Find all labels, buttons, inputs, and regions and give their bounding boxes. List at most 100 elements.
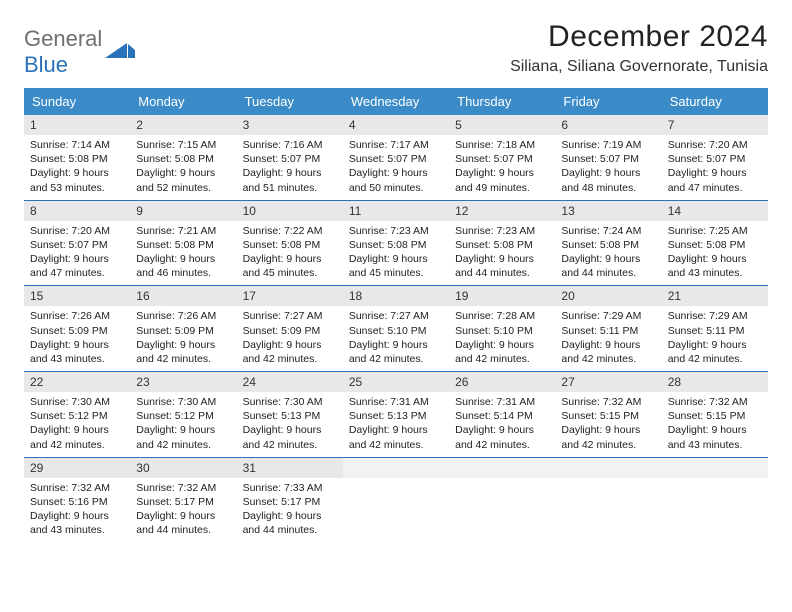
day-cell: 12Sunrise: 7:23 AMSunset: 5:08 PMDayligh… [449,201,555,286]
day-body: Sunrise: 7:33 AMSunset: 5:17 PMDaylight:… [237,478,343,543]
day-body: Sunrise: 7:27 AMSunset: 5:09 PMDaylight:… [237,306,343,371]
day-cell: 30Sunrise: 7:32 AMSunset: 5:17 PMDayligh… [130,458,236,543]
weekday-header-cell: Sunday [24,88,130,115]
day-cell: 7Sunrise: 7:20 AMSunset: 5:07 PMDaylight… [662,115,768,200]
day-number: 9 [130,201,236,221]
day-number: 19 [449,286,555,306]
day-number: 21 [662,286,768,306]
day-number: 24 [237,372,343,392]
day-body: Sunrise: 7:31 AMSunset: 5:13 PMDaylight:… [343,392,449,457]
day-cell: 8Sunrise: 7:20 AMSunset: 5:07 PMDaylight… [24,201,130,286]
day-number: 30 [130,458,236,478]
weekday-header-cell: Friday [555,88,661,115]
day-number: 15 [24,286,130,306]
day-body: Sunrise: 7:20 AMSunset: 5:07 PMDaylight:… [24,221,130,286]
day-number: 11 [343,201,449,221]
day-number: 7 [662,115,768,135]
day-number: 18 [343,286,449,306]
day-body: Sunrise: 7:29 AMSunset: 5:11 PMDaylight:… [662,306,768,371]
week-row: 8Sunrise: 7:20 AMSunset: 5:07 PMDaylight… [24,201,768,287]
week-row: 15Sunrise: 7:26 AMSunset: 5:09 PMDayligh… [24,286,768,372]
week-row: 22Sunrise: 7:30 AMSunset: 5:12 PMDayligh… [24,372,768,458]
day-cell: 15Sunrise: 7:26 AMSunset: 5:09 PMDayligh… [24,286,130,371]
week-row: 1Sunrise: 7:14 AMSunset: 5:08 PMDaylight… [24,115,768,201]
day-number: 13 [555,201,661,221]
day-cell: 10Sunrise: 7:22 AMSunset: 5:08 PMDayligh… [237,201,343,286]
day-number: 6 [555,115,661,135]
day-body: Sunrise: 7:30 AMSunset: 5:13 PMDaylight:… [237,392,343,457]
day-body: Sunrise: 7:27 AMSunset: 5:10 PMDaylight:… [343,306,449,371]
day-cell: 13Sunrise: 7:24 AMSunset: 5:08 PMDayligh… [555,201,661,286]
day-number: 10 [237,201,343,221]
day-body: Sunrise: 7:25 AMSunset: 5:08 PMDaylight:… [662,221,768,286]
day-body: Sunrise: 7:32 AMSunset: 5:15 PMDaylight:… [555,392,661,457]
day-body: Sunrise: 7:19 AMSunset: 5:07 PMDaylight:… [555,135,661,200]
day-cell: 1Sunrise: 7:14 AMSunset: 5:08 PMDaylight… [24,115,130,200]
day-cell: 6Sunrise: 7:19 AMSunset: 5:07 PMDaylight… [555,115,661,200]
day-body: Sunrise: 7:29 AMSunset: 5:11 PMDaylight:… [555,306,661,371]
day-body: Sunrise: 7:20 AMSunset: 5:07 PMDaylight:… [662,135,768,200]
day-cell: 22Sunrise: 7:30 AMSunset: 5:12 PMDayligh… [24,372,130,457]
day-body: Sunrise: 7:32 AMSunset: 5:17 PMDaylight:… [130,478,236,543]
day-cell: 14Sunrise: 7:25 AMSunset: 5:08 PMDayligh… [662,201,768,286]
weekday-header-cell: Wednesday [343,88,449,115]
day-number: 16 [130,286,236,306]
brand-mark-icon [105,40,135,65]
day-cell: 23Sunrise: 7:30 AMSunset: 5:12 PMDayligh… [130,372,236,457]
day-cell [343,458,449,543]
day-cell: 18Sunrise: 7:27 AMSunset: 5:10 PMDayligh… [343,286,449,371]
day-body: Sunrise: 7:26 AMSunset: 5:09 PMDaylight:… [24,306,130,371]
day-cell: 28Sunrise: 7:32 AMSunset: 5:15 PMDayligh… [662,372,768,457]
day-cell: 26Sunrise: 7:31 AMSunset: 5:14 PMDayligh… [449,372,555,457]
day-cell: 19Sunrise: 7:28 AMSunset: 5:10 PMDayligh… [449,286,555,371]
weekday-header-cell: Thursday [449,88,555,115]
day-body: Sunrise: 7:16 AMSunset: 5:07 PMDaylight:… [237,135,343,200]
brand-text: General Blue [24,26,102,78]
day-number [343,458,449,478]
day-number: 31 [237,458,343,478]
header: General Blue December 2024 Siliana, Sili… [24,20,768,78]
day-cell [555,458,661,543]
day-number [449,458,555,478]
day-cell [662,458,768,543]
day-cell: 3Sunrise: 7:16 AMSunset: 5:07 PMDaylight… [237,115,343,200]
day-number: 17 [237,286,343,306]
weekday-header-cell: Tuesday [237,88,343,115]
day-number: 28 [662,372,768,392]
day-body: Sunrise: 7:15 AMSunset: 5:08 PMDaylight:… [130,135,236,200]
day-number: 20 [555,286,661,306]
day-number: 23 [130,372,236,392]
day-cell: 24Sunrise: 7:30 AMSunset: 5:13 PMDayligh… [237,372,343,457]
day-cell: 20Sunrise: 7:29 AMSunset: 5:11 PMDayligh… [555,286,661,371]
weekday-header-row: SundayMondayTuesdayWednesdayThursdayFrid… [24,88,768,115]
day-number: 25 [343,372,449,392]
day-number: 8 [24,201,130,221]
day-number: 29 [24,458,130,478]
month-title: December 2024 [510,20,768,54]
day-body: Sunrise: 7:28 AMSunset: 5:10 PMDaylight:… [449,306,555,371]
day-cell: 9Sunrise: 7:21 AMSunset: 5:08 PMDaylight… [130,201,236,286]
day-body: Sunrise: 7:30 AMSunset: 5:12 PMDaylight:… [130,392,236,457]
day-cell [449,458,555,543]
day-cell: 31Sunrise: 7:33 AMSunset: 5:17 PMDayligh… [237,458,343,543]
day-cell: 11Sunrise: 7:23 AMSunset: 5:08 PMDayligh… [343,201,449,286]
day-number [662,458,768,478]
location-text: Siliana, Siliana Governorate, Tunisia [510,58,768,76]
day-number: 14 [662,201,768,221]
day-cell: 16Sunrise: 7:26 AMSunset: 5:09 PMDayligh… [130,286,236,371]
day-number: 22 [24,372,130,392]
day-body: Sunrise: 7:23 AMSunset: 5:08 PMDaylight:… [449,221,555,286]
brand-logo: General Blue [24,20,135,78]
title-block: December 2024 Siliana, Siliana Governora… [510,20,768,76]
brand-part1: General [24,26,102,51]
week-row: 29Sunrise: 7:32 AMSunset: 5:16 PMDayligh… [24,458,768,543]
day-number: 26 [449,372,555,392]
weekday-header-cell: Monday [130,88,236,115]
day-number: 4 [343,115,449,135]
day-cell: 29Sunrise: 7:32 AMSunset: 5:16 PMDayligh… [24,458,130,543]
day-body: Sunrise: 7:24 AMSunset: 5:08 PMDaylight:… [555,221,661,286]
day-cell: 21Sunrise: 7:29 AMSunset: 5:11 PMDayligh… [662,286,768,371]
day-body: Sunrise: 7:32 AMSunset: 5:15 PMDaylight:… [662,392,768,457]
day-number: 2 [130,115,236,135]
day-cell: 25Sunrise: 7:31 AMSunset: 5:13 PMDayligh… [343,372,449,457]
